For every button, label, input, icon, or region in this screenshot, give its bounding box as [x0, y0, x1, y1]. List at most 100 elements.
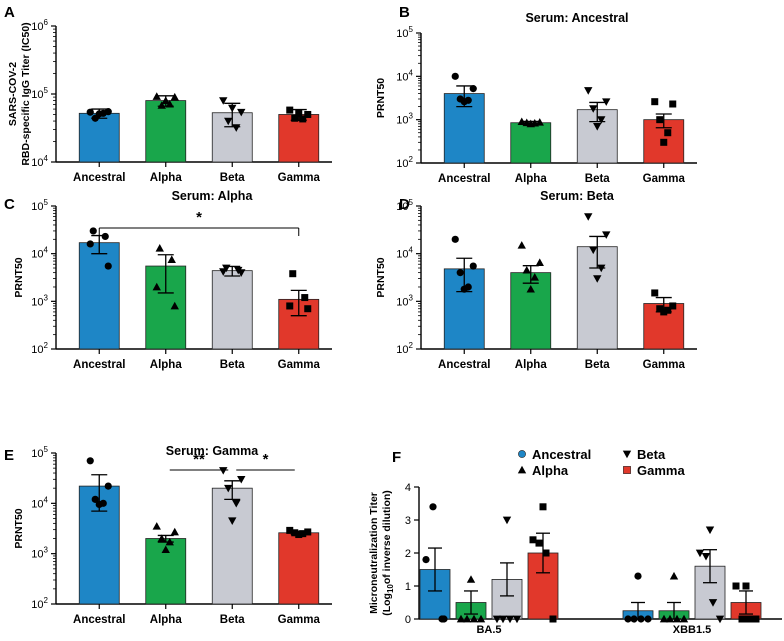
- data-point: [460, 285, 468, 293]
- x-tick-label: Ancestral: [438, 359, 490, 371]
- y-tick-label: 2: [405, 548, 411, 560]
- bar-gamma-ba5: [527, 552, 559, 620]
- data-point: [286, 106, 294, 114]
- data-point: [289, 270, 297, 278]
- x-tick-label: Beta: [585, 173, 611, 185]
- data-point: [549, 615, 557, 623]
- data-point: [738, 615, 746, 623]
- bar-alpha: [145, 100, 187, 163]
- bar-ancestral: [78, 112, 120, 163]
- panel-A: A 104 105 106 SARS-COV-2 RBD-specific IgG Tit…: [4, 4, 332, 184]
- y-axis-label: Microneutralization Titer: [368, 492, 380, 614]
- legend-label-alpha: Alpha: [532, 463, 569, 478]
- data-point: [469, 85, 477, 93]
- x-tick-label: Alpha: [515, 359, 548, 371]
- panel-F: F 0 1 2 3 4 Microneutralization Titer (Log10of …: [368, 447, 782, 636]
- panel-label: E: [4, 447, 14, 464]
- data-point: [644, 615, 652, 623]
- data-point: [742, 582, 750, 590]
- y-tick-label: 102: [396, 155, 413, 170]
- data-point: [224, 484, 233, 493]
- bar-alpha: [510, 272, 552, 350]
- bar-alpha: [510, 122, 552, 164]
- data-point: [522, 265, 531, 274]
- bar-ancestral: [78, 242, 120, 350]
- y-tick-label: 104: [31, 246, 48, 261]
- data-point: [86, 457, 94, 465]
- data-point: [469, 262, 477, 270]
- data-point: [161, 545, 170, 554]
- data-point: [86, 240, 94, 248]
- y-axis-label: PRNT50: [375, 78, 387, 118]
- data-point: [705, 526, 715, 535]
- y-tick-label: 4: [405, 482, 411, 494]
- y-tick-label: 1: [405, 581, 411, 593]
- data-point: [529, 536, 537, 544]
- data-point: [512, 615, 522, 624]
- data-point: [679, 614, 689, 623]
- data-point: [155, 244, 164, 252]
- data-point: [237, 475, 246, 484]
- bar-ancestral: [443, 93, 485, 164]
- data-point: [584, 213, 593, 221]
- data-point: [161, 96, 170, 104]
- data-point: [91, 495, 99, 503]
- data-point: [295, 531, 303, 539]
- x-tick-label: Ancestral: [73, 614, 125, 626]
- y-tick-label: 102: [31, 596, 48, 611]
- data-point: [237, 269, 246, 277]
- data-point: [535, 118, 544, 126]
- data-point: [593, 275, 602, 283]
- data-point: [224, 117, 233, 126]
- data-point: [584, 87, 593, 95]
- panel-B: B Serum: Ancestral 102 103 104 105 PRNT50 Ances…: [375, 4, 697, 185]
- chart-title: Serum: Ancestral: [525, 11, 628, 25]
- data-point: [659, 614, 669, 623]
- data-point: [517, 241, 526, 249]
- data-point: [456, 269, 464, 277]
- data-point: [664, 306, 672, 314]
- legend-label-beta: Beta: [637, 447, 666, 462]
- data-point: [304, 528, 312, 536]
- y-axis-label: SARS-COV-2: [7, 62, 19, 126]
- data-point: [304, 110, 312, 118]
- data-point: [732, 582, 740, 590]
- x-tick-label: Ancestral: [73, 172, 125, 184]
- data-point: [170, 92, 179, 101]
- data-point: [660, 308, 668, 316]
- y-tick-label: 103: [396, 293, 413, 308]
- data-point: [602, 231, 611, 239]
- data-point: [597, 264, 606, 273]
- data-point: [589, 105, 598, 113]
- data-point: [170, 301, 179, 310]
- data-point: [539, 503, 547, 511]
- data-point: [526, 284, 535, 293]
- data-point: [89, 227, 97, 235]
- x-tick-label: Beta: [220, 359, 246, 371]
- data-point: [104, 482, 112, 490]
- y-axis-label: RBD-specific IgG Titer (IC50): [20, 22, 32, 165]
- x-tick-label: Beta: [585, 359, 611, 371]
- data-point: [152, 522, 161, 530]
- panel-label: A: [4, 4, 15, 21]
- data-point: [597, 116, 606, 124]
- data-point: [672, 614, 682, 623]
- y-tick-label: 103: [31, 546, 48, 561]
- data-point: [593, 123, 602, 131]
- data-point: [228, 517, 237, 525]
- y-tick-label: 102: [396, 341, 413, 356]
- x-group-label: BA.5: [476, 624, 501, 636]
- panel-label: F: [392, 449, 401, 466]
- x-tick-label: Alpha: [515, 173, 548, 185]
- y-tick-label: 105: [396, 198, 413, 213]
- data-point: [451, 235, 459, 243]
- bar-gamma: [278, 532, 320, 605]
- y-tick-label: 104: [31, 154, 48, 169]
- y-axis-label: (Log10of inverse dilution): [381, 490, 395, 616]
- data-point: [152, 92, 161, 100]
- chart-title: Serum: Beta: [540, 189, 615, 203]
- y-tick-label: 0: [405, 614, 411, 626]
- data-point: [286, 302, 294, 310]
- x-tick-label: Ancestral: [73, 359, 125, 371]
